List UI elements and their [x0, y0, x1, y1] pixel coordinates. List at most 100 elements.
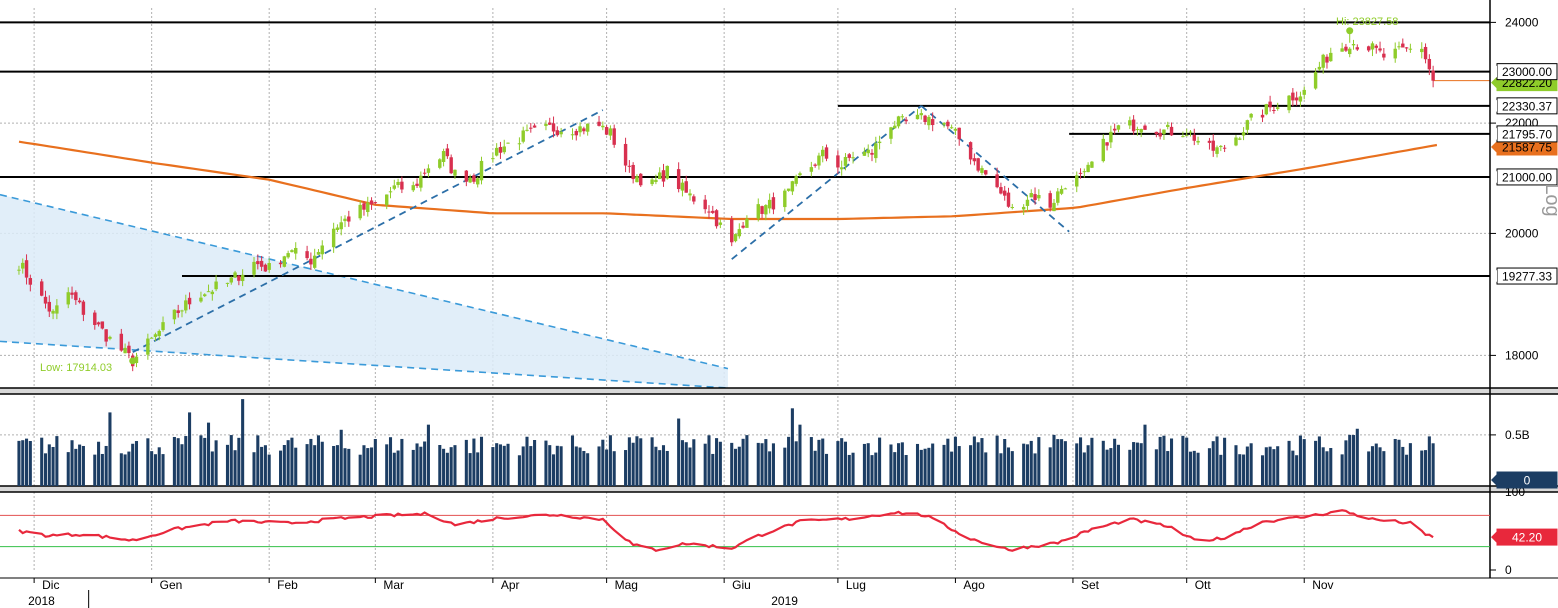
candle-body: [790, 181, 795, 192]
volume-bar: [529, 446, 533, 486]
volume-bar: [533, 440, 537, 486]
candle-body: [39, 281, 44, 296]
candle-body: [1128, 120, 1132, 126]
candle-body: [1321, 54, 1325, 68]
candle-body: [730, 219, 734, 243]
candle-body: [93, 312, 97, 325]
volume-bar: [1196, 452, 1200, 486]
candle-body: [1169, 126, 1174, 136]
volume-bar: [28, 441, 32, 486]
candle-body: [494, 147, 499, 156]
candle-body: [1135, 129, 1140, 131]
candle-body: [1317, 66, 1322, 70]
volume-bar: [878, 437, 882, 486]
candle-body: [1154, 131, 1159, 135]
candle-body: [55, 305, 59, 314]
candle-body: [570, 134, 575, 136]
candle-body: [119, 333, 124, 351]
candle-body: [532, 125, 537, 128]
volume-bar: [1344, 440, 1348, 486]
candle-body: [1404, 47, 1409, 49]
volume-panel: [17, 399, 1435, 486]
volume-bar: [821, 438, 825, 486]
volume-bar: [1048, 447, 1052, 486]
volume-bar: [225, 444, 230, 486]
volume-bar: [180, 444, 184, 486]
candle-body: [707, 211, 711, 213]
axis-tick-label: 0: [1505, 563, 1512, 577]
candle-body: [1329, 52, 1333, 62]
candle-body: [252, 261, 256, 275]
candle-body: [388, 191, 393, 193]
candle-body: [43, 296, 48, 304]
value-tag-text: 21587.75: [1502, 140, 1552, 154]
candle-body: [491, 158, 495, 160]
month-label: Set: [1081, 578, 1100, 592]
candle-body: [237, 275, 241, 281]
value-tag-text: 21795.70: [1502, 127, 1552, 141]
volume-bar: [612, 451, 616, 486]
candle-body: [1075, 175, 1079, 187]
candle-body: [544, 123, 548, 126]
candle-body: [358, 204, 362, 219]
candle-body: [1291, 92, 1295, 101]
candle-body: [1325, 56, 1329, 63]
panel-separator: [0, 388, 1558, 394]
value-tag-text: 23000.00: [1502, 65, 1552, 79]
volume-bar: [904, 454, 908, 486]
volume-bar: [980, 438, 984, 486]
candle-body: [1207, 140, 1212, 143]
volume-bar: [1075, 443, 1079, 486]
volume-bar: [1397, 439, 1401, 486]
value-tag-text: 19277.33: [1502, 270, 1552, 284]
volume-bar: [100, 453, 104, 486]
candle-body: [51, 310, 55, 314]
volume-bar: [1329, 447, 1333, 486]
candle-body: [362, 203, 366, 210]
candle-body: [172, 309, 177, 320]
volume-bar: [1219, 454, 1223, 486]
volume-bar: [309, 438, 313, 486]
volume-bar: [157, 447, 161, 486]
candle-body: [1090, 161, 1094, 168]
volume-bar: [153, 454, 157, 486]
moving-average-line: [18, 140, 1438, 221]
candles: [17, 38, 1435, 372]
candle-body: [149, 337, 154, 339]
candle-body: [316, 251, 321, 255]
candle-body: [1313, 72, 1318, 89]
candle-body: [203, 294, 207, 297]
candle-body: [786, 188, 791, 191]
volume-bar: [47, 444, 51, 486]
volume-bar: [1101, 440, 1105, 486]
candle-body: [953, 128, 958, 131]
volume-bar: [320, 441, 324, 486]
volume-bar: [1408, 443, 1412, 486]
volume-bar: [745, 435, 749, 486]
volume-bar: [946, 438, 950, 486]
candle-body: [366, 202, 370, 213]
candle-body: [639, 173, 643, 186]
volume-bar: [521, 446, 525, 486]
volume-bar: [813, 450, 817, 486]
volume-bar: [893, 452, 897, 486]
candle-body: [703, 199, 707, 210]
candle-body: [1238, 138, 1242, 140]
candle-body: [161, 322, 165, 331]
volume-bar: [1264, 447, 1268, 486]
volume-bar: [597, 446, 601, 486]
month-label: Mag: [615, 578, 638, 592]
volume-bar: [840, 438, 844, 486]
volume-bar: [1003, 439, 1007, 486]
volume-bar: [1302, 439, 1306, 486]
volume-bar: [680, 440, 684, 486]
candle-body: [1037, 194, 1041, 199]
candle-body: [1101, 138, 1105, 162]
volume-bar: [1113, 438, 1117, 486]
candle-body: [1397, 46, 1401, 48]
candle-body: [392, 185, 397, 189]
volume-bar: [737, 446, 741, 486]
volume-bar: [1207, 448, 1211, 486]
volume-bar: [1295, 455, 1299, 486]
